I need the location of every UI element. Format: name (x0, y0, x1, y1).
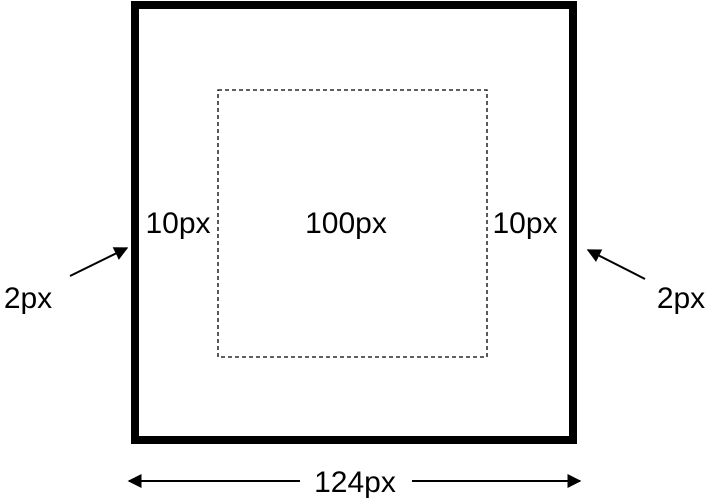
left-border-arrow (69, 247, 129, 277)
padding-right-label: 10px (492, 207, 558, 240)
content-width-label: 100px (305, 207, 387, 240)
padding-left-label: 10px (145, 207, 211, 240)
border-left-label: 2px (3, 282, 53, 315)
right-border-arrow (586, 249, 646, 280)
border-right-label: 2px (656, 282, 706, 315)
border-box (131, 1, 577, 444)
content-box (217, 89, 488, 358)
total-width-label: 124px (314, 466, 396, 499)
